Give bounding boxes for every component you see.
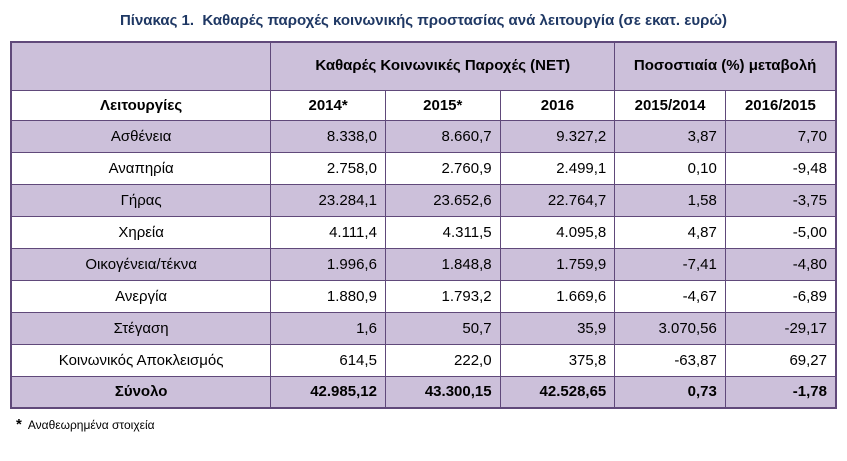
cell-pct-2016-2015: 69,27 — [724, 343, 837, 377]
cell-2015: 222,0 — [384, 343, 501, 377]
row-label: Ασθένεια — [10, 119, 272, 153]
table-row-housing: Στέγαση 1,6 50,7 35,9 3.070,56 -29,17 — [10, 311, 837, 345]
table-row-old-age: Γήρας 23.284,1 23.652,6 22.764,7 1,58 -3… — [10, 183, 837, 217]
column-header-row: Λειτουργίες 2014* 2015* 2016 2015/2014 2… — [10, 89, 837, 121]
cell-2016: 35,9 — [499, 311, 616, 345]
cell-pct-2016-2015: 7,70 — [724, 119, 837, 153]
cell-2014: 2.758,0 — [270, 151, 386, 185]
cell-2016: 375,8 — [499, 343, 616, 377]
cell-2015: 23.652,6 — [384, 183, 501, 217]
table-row-survivors: Χηρεία 4.111,4 4.311,5 4.095,8 4,87 -5,0… — [10, 215, 837, 249]
cell-pct-2016-2015: -3,75 — [724, 183, 837, 217]
cell-pct-2015-2014: -7,41 — [614, 247, 726, 281]
group-header-net: Καθαρές Κοινωνικές Παροχές (NET) — [270, 41, 616, 91]
cell-2014: 1.996,6 — [270, 247, 386, 281]
column-header-2016-2015: 2016/2015 — [724, 89, 837, 121]
social-benefits-table: Καθαρές Κοινωνικές Παροχές (NET) Ποσοστι… — [10, 41, 837, 409]
row-label: Αναπηρία — [10, 151, 272, 185]
cell-pct-2016-2015: -1,78 — [724, 375, 837, 409]
cell-pct-2016-2015: -29,17 — [724, 311, 837, 345]
cell-2014: 23.284,1 — [270, 183, 386, 217]
cell-pct-2015-2014: 1,58 — [614, 183, 726, 217]
row-label: Οικογένεια/τέκνα — [10, 247, 272, 281]
row-label: Ανεργία — [10, 279, 272, 313]
cell-2015: 43.300,15 — [384, 375, 501, 409]
group-header-pct-change: Ποσοστιαία (%) μεταβολή — [614, 41, 837, 91]
table-row-social-exclusion: Κοινωνικός Αποκλεισμός 614,5 222,0 375,8… — [10, 343, 837, 377]
footnote-marker: * — [16, 416, 22, 433]
table-row-unemployment: Ανεργία 1.880,9 1.793,2 1.669,6 -4,67 -6… — [10, 279, 837, 313]
cell-pct-2015-2014: 0,73 — [614, 375, 726, 409]
cell-pct-2015-2014: -4,67 — [614, 279, 726, 313]
cell-2014: 4.111,4 — [270, 215, 386, 249]
cell-pct-2015-2014: 3,87 — [614, 119, 726, 153]
table-row-total: Σύνολο 42.985,12 43.300,15 42.528,65 0,7… — [10, 375, 837, 409]
cell-pct-2015-2014: -63,87 — [614, 343, 726, 377]
cell-2014: 42.985,12 — [270, 375, 386, 409]
corner-cell — [10, 41, 272, 91]
column-header-2014: 2014* — [270, 89, 386, 121]
cell-2016: 42.528,65 — [499, 375, 616, 409]
row-label: Σύνολο — [10, 375, 272, 409]
cell-2015: 1.848,8 — [384, 247, 501, 281]
table-row-family-children: Οικογένεια/τέκνα 1.996,6 1.848,8 1.759,9… — [10, 247, 837, 281]
cell-2016: 9.327,2 — [499, 119, 616, 153]
row-label: Κοινωνικός Αποκλεισμός — [10, 343, 272, 377]
cell-2015: 2.760,9 — [384, 151, 501, 185]
column-header-2015-2014: 2015/2014 — [614, 89, 726, 121]
cell-2014: 1,6 — [270, 311, 386, 345]
cell-2014: 614,5 — [270, 343, 386, 377]
cell-2014: 1.880,9 — [270, 279, 386, 313]
cell-2015: 1.793,2 — [384, 279, 501, 313]
cell-2016: 4.095,8 — [499, 215, 616, 249]
cell-2016: 2.499,1 — [499, 151, 616, 185]
row-label: Στέγαση — [10, 311, 272, 345]
cell-pct-2016-2015: -6,89 — [724, 279, 837, 313]
cell-2016: 1.759,9 — [499, 247, 616, 281]
row-label: Χηρεία — [10, 215, 272, 249]
footnote: * Αναθεωρημένα στοιχεία — [16, 416, 837, 433]
table-row-sickness: Ασθένεια 8.338,0 8.660,7 9.327,2 3,87 7,… — [10, 119, 837, 153]
cell-pct-2016-2015: -4,80 — [724, 247, 837, 281]
cell-2015: 4.311,5 — [384, 215, 501, 249]
cell-pct-2015-2014: 3.070,56 — [614, 311, 726, 345]
cell-2016: 1.669,6 — [499, 279, 616, 313]
cell-pct-2015-2014: 0,10 — [614, 151, 726, 185]
cell-pct-2015-2014: 4,87 — [614, 215, 726, 249]
cell-2015: 8.660,7 — [384, 119, 501, 153]
cell-pct-2016-2015: -9,48 — [724, 151, 837, 185]
column-header-functions: Λειτουργίες — [10, 89, 272, 121]
column-header-2015: 2015* — [384, 89, 501, 121]
cell-pct-2016-2015: -5,00 — [724, 215, 837, 249]
footnote-text: Αναθεωρημένα στοιχεία — [27, 418, 155, 432]
group-header-row: Καθαρές Κοινωνικές Παροχές (NET) Ποσοστι… — [10, 41, 837, 91]
table-row-disability: Αναπηρία 2.758,0 2.760,9 2.499,1 0,10 -9… — [10, 151, 837, 185]
cell-2016: 22.764,7 — [499, 183, 616, 217]
column-header-2016: 2016 — [499, 89, 616, 121]
cell-2015: 50,7 — [384, 311, 501, 345]
cell-2014: 8.338,0 — [270, 119, 386, 153]
row-label: Γήρας — [10, 183, 272, 217]
table-title: Πίνακας 1. Καθαρές παροχές κοινωνικής πρ… — [119, 12, 728, 29]
